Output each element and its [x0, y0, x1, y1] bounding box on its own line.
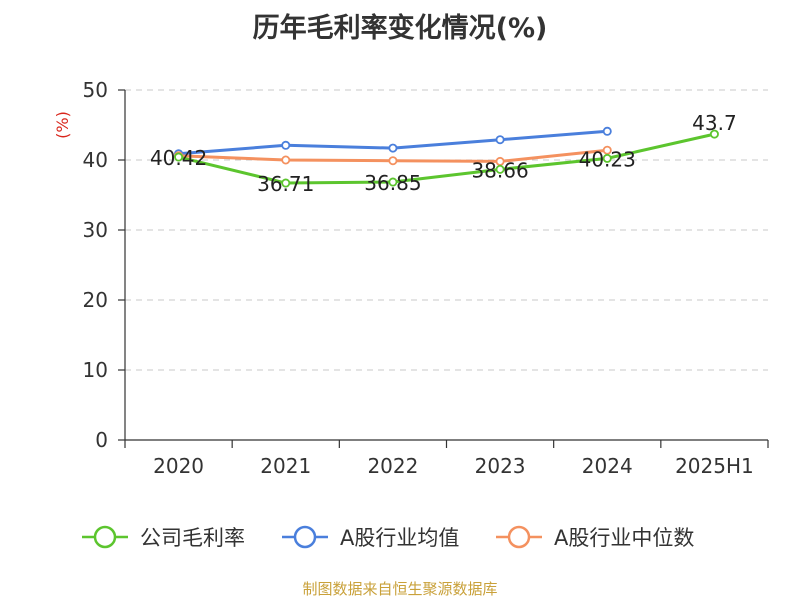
- data-point: [281, 155, 291, 165]
- legend-item: A股行业均值: [282, 525, 459, 550]
- x-tick-label: 2023: [475, 454, 526, 478]
- legend-label: A股行业中位数: [554, 526, 694, 550]
- axes: [118, 89, 769, 448]
- data-point: [602, 153, 612, 163]
- legend-marker: [293, 525, 317, 549]
- data-point: [174, 152, 184, 162]
- series-lines: [174, 126, 719, 188]
- y-tick-label: 30: [83, 218, 108, 242]
- chart-title: 历年毛利率变化情况(%): [252, 13, 548, 44]
- data-source-note: 制图数据来自恒生聚源数据库: [302, 580, 498, 598]
- legend: 公司毛利率 A股行业均值 A股行业中位数: [82, 525, 694, 550]
- x-tick-label: 2024: [582, 454, 633, 478]
- data-label: 36.85: [364, 171, 421, 195]
- data-point: [388, 177, 398, 187]
- data-label: 36.71: [257, 172, 314, 196]
- x-tick-label: 2022: [367, 454, 418, 478]
- y-tick-label: 0: [95, 428, 108, 452]
- data-label: 38.66: [471, 158, 528, 182]
- legend-marker: [93, 525, 117, 549]
- series-line-0: [178, 132, 715, 185]
- x-tick-labels: 2020 2021 2022 2023 2024 2025H1: [153, 454, 754, 478]
- x-tick-label: 2025H1: [675, 454, 754, 478]
- y-tick-label: 40: [83, 148, 108, 172]
- data-point: [709, 129, 719, 139]
- legend-label: 公司毛利率: [140, 526, 245, 550]
- legend-marker: [507, 525, 531, 549]
- legend-label: A股行业均值: [340, 526, 459, 550]
- data-label: 43.7: [692, 111, 737, 135]
- x-tick-label: 2020: [153, 454, 204, 478]
- y-tick-label: 50: [83, 78, 108, 102]
- data-label: 40.23: [579, 147, 636, 171]
- data-point: [388, 143, 398, 153]
- data-point: [281, 140, 291, 150]
- y-tick-labels: 0 10 20 30 40 50: [83, 78, 108, 452]
- y-tick-label: 10: [83, 358, 108, 382]
- data-point: [602, 145, 612, 155]
- data-point: [495, 164, 505, 174]
- data-point: [495, 135, 505, 145]
- legend-item: A股行业中位数: [496, 525, 694, 550]
- gridlines: [125, 89, 768, 371]
- y-tick-label: 20: [83, 288, 108, 312]
- legend-item: 公司毛利率: [82, 525, 245, 550]
- data-labels: 40.42 36.71 36.85 38.66 40.23 43.7: [150, 111, 737, 196]
- data-point: [388, 156, 398, 166]
- x-tick-label: 2021: [260, 454, 311, 478]
- data-point: [602, 126, 612, 136]
- data-label: 40.42: [150, 146, 207, 170]
- data-point: [281, 178, 291, 188]
- y-axis-label: (%): [53, 111, 72, 139]
